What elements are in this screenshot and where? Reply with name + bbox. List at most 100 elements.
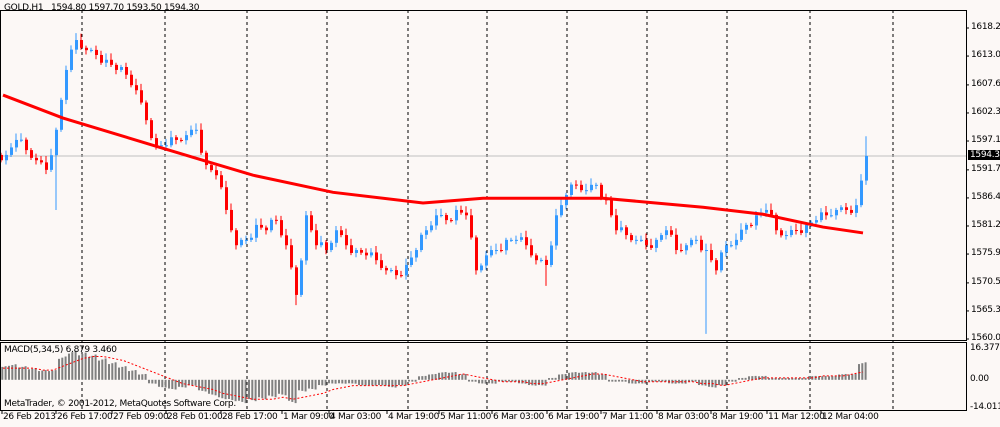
macd-histogram-bar: [641, 379, 644, 384]
candle-body: [325, 242, 328, 251]
macd-histogram-bar: [651, 379, 654, 382]
macd-histogram-bar: [774, 377, 777, 380]
candle-body: [235, 230, 238, 246]
macd-histogram-bar: [311, 379, 314, 390]
macd-histogram-bar: [624, 379, 627, 382]
macd-histogram-bar: [188, 379, 190, 386]
candle-body: [695, 239, 698, 241]
candle-body: [790, 229, 793, 236]
price-tick-label: 1602.35: [971, 106, 1000, 117]
candle-body: [835, 209, 838, 216]
macd-histogram-bar: [118, 367, 120, 380]
macd-histogram-bar: [351, 379, 354, 384]
candle-body: [260, 224, 263, 228]
macd-histogram-bar: [661, 379, 664, 382]
time-tick-label: 12 Mar 04:00: [822, 412, 879, 422]
candle-body: [80, 40, 83, 48]
macd-histogram-bar: [131, 370, 134, 380]
candle-body: [180, 139, 183, 141]
macd-histogram-bar: [298, 379, 300, 391]
candle-body: [640, 239, 643, 241]
macd-histogram-bar: [714, 379, 717, 388]
candle-body: [75, 40, 78, 50]
candle-body: [675, 234, 678, 251]
candle-body: [430, 225, 433, 231]
macd-histogram-bar: [84, 352, 87, 380]
macd-histogram-bar: [378, 379, 380, 386]
macd-histogram-bar: [778, 378, 780, 380]
macd-histogram-bar: [268, 379, 270, 396]
macd-histogram-bar: [224, 379, 227, 400]
candle-body: [200, 129, 203, 153]
macd-histogram-bar: [508, 379, 510, 382]
moving-average-line: [2, 93, 864, 235]
macd-histogram-bar: [88, 357, 90, 380]
macd-histogram-bar: [374, 379, 377, 386]
candle-body: [595, 184, 598, 186]
macd-histogram-bar: [781, 377, 784, 380]
candle-body: [215, 170, 218, 176]
macd-histogram-bar: [784, 377, 787, 380]
candle-body: [755, 215, 758, 226]
candle-body: [425, 230, 428, 235]
macd-histogram-bar: [331, 379, 334, 384]
macd-histogram-bar: [804, 377, 807, 380]
macd-histogram-bar: [481, 379, 484, 384]
candle-body: [590, 184, 593, 191]
candle-body: [250, 237, 253, 240]
candle-body: [365, 252, 368, 256]
macd-histogram-bar: [441, 372, 444, 380]
macd-histogram-bar: [181, 379, 184, 388]
macd-histogram-bar: [591, 372, 594, 380]
macd-histogram-bar: [114, 362, 117, 380]
macd-histogram-bar: [468, 379, 470, 382]
macd-histogram-bar: [721, 379, 724, 386]
price-pane-border: [0, 10, 967, 341]
macd-histogram-bar: [148, 379, 150, 384]
macd-histogram-bar: [464, 373, 467, 380]
candle-body: [865, 155, 868, 181]
candle-body: [385, 267, 388, 271]
macd-histogram-bar: [751, 376, 754, 380]
candle-body: [350, 245, 353, 253]
chart-header: GOLD,H1 1594.80 1597.70 1593.50 1594.30: [4, 3, 199, 13]
macd-histogram-bar: [258, 379, 260, 398]
macd-histogram-bar: [28, 369, 30, 380]
macd-histogram-bar: [541, 379, 544, 386]
macd-histogram-bar: [48, 371, 50, 380]
macd-histogram-bar: [408, 379, 410, 382]
candle-body: [750, 224, 753, 226]
macd-histogram-bar: [338, 379, 340, 384]
candle-body: [265, 227, 268, 231]
macd-histogram-bar: [444, 372, 447, 380]
macd-histogram-bar: [31, 368, 34, 380]
macd-histogram-bar: [128, 371, 130, 380]
candle-body: [850, 209, 853, 213]
candle-body: [90, 49, 93, 51]
macd-histogram-bar: [304, 379, 307, 392]
macd-histogram-bar: [121, 366, 124, 380]
time-tick-label: 5 Mar 11:00: [440, 412, 492, 422]
candle-body: [745, 224, 748, 230]
macd-histogram-bar: [368, 379, 370, 386]
macd-histogram-bar: [561, 374, 564, 380]
candle-body: [140, 90, 143, 103]
time-tick-label: 26 Feb 17:00: [57, 412, 113, 422]
candle-body: [5, 154, 8, 161]
macd-histogram-bar: [228, 379, 230, 400]
macd-histogram-bar: [734, 379, 737, 382]
candle-body: [10, 147, 13, 155]
candle-body: [150, 120, 153, 139]
macd-tick-label: 16.377: [970, 343, 1000, 353]
candle-body: [435, 215, 438, 226]
candle-body: [440, 215, 443, 217]
candle-body: [685, 245, 688, 251]
macd-histogram-bar: [384, 379, 387, 386]
macd-histogram-bar: [574, 372, 577, 380]
macd-histogram-bar: [171, 379, 174, 390]
macd-histogram-bar: [401, 379, 404, 386]
time-tick-label: 8 Mar 03:00: [658, 412, 710, 422]
candle-body: [100, 54, 103, 63]
candle-body: [815, 220, 818, 223]
